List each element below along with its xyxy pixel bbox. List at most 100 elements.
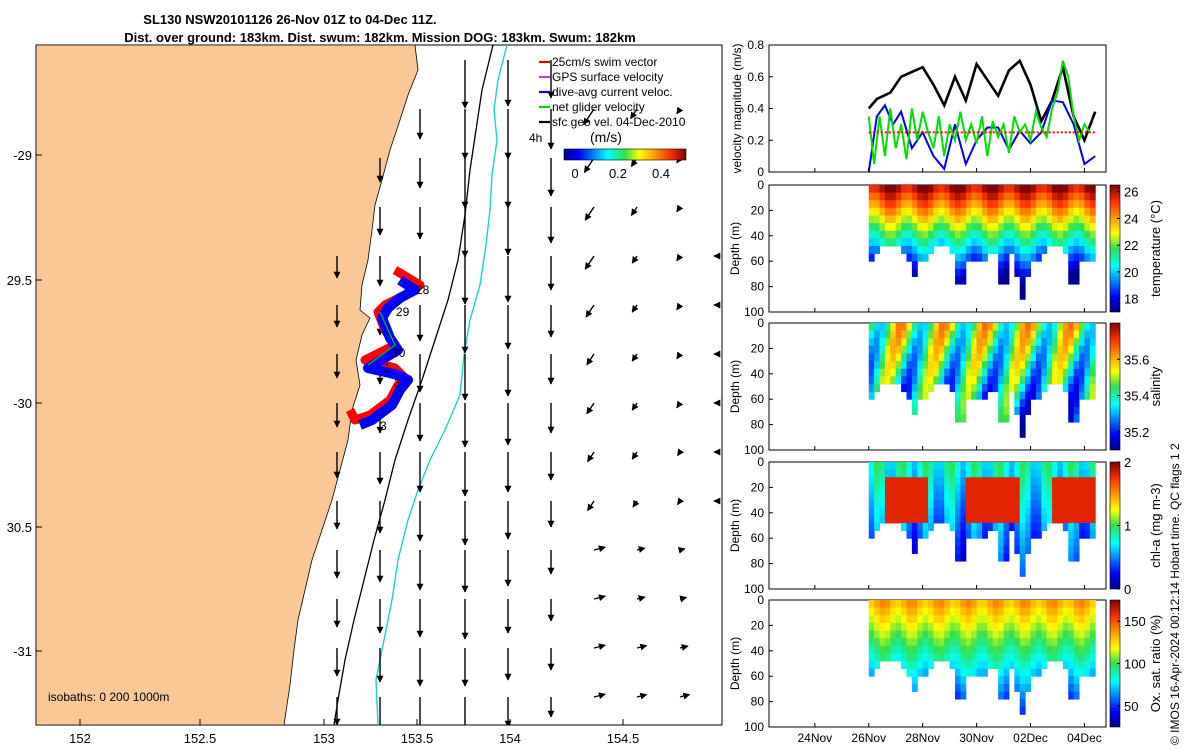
current-vector xyxy=(631,402,639,411)
map-y-tick-label: 29.5 xyxy=(7,273,32,288)
colorbar-tick-label: 0 xyxy=(1124,582,1131,597)
legend-label: dive-avg current veloc. xyxy=(552,85,673,99)
current-vector xyxy=(584,255,595,270)
depth-tick-label: 0 xyxy=(757,316,764,330)
current-vector xyxy=(630,108,638,120)
credit-label: © IMOS 16-Apr-2024 00:12:14 Hobart time. xyxy=(1168,513,1182,745)
colorbar-tick-label: 150 xyxy=(1124,614,1146,629)
depth-tick-label: 40 xyxy=(751,506,765,520)
current-vector xyxy=(676,106,684,115)
current-vector xyxy=(632,499,640,508)
colorbar-tick-label: 20 xyxy=(1124,265,1138,280)
depth-tick-label: 100 xyxy=(744,582,764,596)
velocity-y-tick: 0.4 xyxy=(747,102,764,116)
track-day-label: 28 xyxy=(416,283,430,297)
map-x-tick-label: 152.5 xyxy=(184,731,217,746)
current-vector xyxy=(636,692,648,700)
depth-tick-label: 80 xyxy=(751,418,765,432)
current-vector xyxy=(676,400,684,409)
current-vector xyxy=(593,692,606,700)
track-day-label: 29 xyxy=(396,305,410,319)
depth-tick-label: 0 xyxy=(757,455,764,469)
title-line-2: Dist. over ground: 183km. Dist. swum: 18… xyxy=(124,30,636,45)
depth-tick-label: 20 xyxy=(751,480,765,494)
current-vector xyxy=(583,108,595,126)
depth-tick-label: 80 xyxy=(751,695,765,709)
isobath-200m xyxy=(333,45,494,725)
title-line-1: SL130 NSW20101126 26-Nov 01Z to 04-Dec 1… xyxy=(143,12,437,27)
velocity-frame xyxy=(768,44,1107,173)
colorbar-label: chl-a (mg m-3) xyxy=(1148,483,1163,568)
track-day-label: 1 xyxy=(384,361,391,375)
depth-tick-label: 20 xyxy=(751,341,765,355)
colorbar-tick-label: 35.4 xyxy=(1124,389,1149,404)
current-vector xyxy=(593,545,606,553)
current-vector xyxy=(677,448,685,457)
current-vector xyxy=(636,595,646,602)
current-vector xyxy=(587,500,595,512)
depth-tick-label: 60 xyxy=(751,669,765,683)
isobaths-label: isobaths: 0 200 1000m xyxy=(48,690,169,704)
series-sfc-speed xyxy=(867,58,1097,144)
colorbar-tick-label: 2 xyxy=(1124,455,1131,470)
current-vector xyxy=(631,353,639,362)
map-y-tick-label: 30.5 xyxy=(7,520,32,535)
current-vector xyxy=(636,643,648,651)
panel-oxygen: 0 20 40 60 80 100 Depth (m) 50 100 150 Ox. sat. ra… xyxy=(728,593,1163,734)
colorbar-tick-label: 0.2 xyxy=(609,166,627,181)
depth-tick-label: 100 xyxy=(744,443,764,457)
map-colorbar xyxy=(563,148,687,161)
colorbar-label: temperature (°C) xyxy=(1148,200,1163,297)
depth-tick-label: 40 xyxy=(751,367,765,381)
depth-ylabel: Depth (m) xyxy=(728,499,742,552)
current-vector xyxy=(676,351,684,360)
heatmap-cells xyxy=(868,323,1096,438)
colorbar-tick-label: 35.2 xyxy=(1124,425,1149,440)
current-vector xyxy=(631,255,639,264)
legend-label: GPS surface velocity xyxy=(552,70,663,84)
velocity-ylabel: velocity magnitude (m/s) xyxy=(730,43,744,173)
time-tick-label: 04Dec xyxy=(1067,731,1102,745)
glider-track xyxy=(345,266,425,430)
current-vector xyxy=(676,253,684,262)
current-vector xyxy=(586,402,595,415)
depth-tick-label: 100 xyxy=(744,720,764,734)
current-vector xyxy=(677,546,686,554)
track-day-label: 3 xyxy=(394,376,401,390)
current-vector xyxy=(679,644,689,651)
map-y-tick-label: -30 xyxy=(13,396,32,411)
credit-text: © IMOS 16-Apr-2024 00:12:14 Hobart time.… xyxy=(1168,325,1182,745)
current-vectors xyxy=(333,60,721,725)
colorbar-tick-label: 0.4 xyxy=(652,166,670,181)
depth-tick-label: 100 xyxy=(744,305,764,319)
colorbar-tick-label: 50 xyxy=(1124,699,1138,714)
map-y-tick-label: -29 xyxy=(13,148,32,163)
current-vector xyxy=(583,157,595,173)
depth-ylabel: Depth (m) xyxy=(728,637,742,690)
colorbar-tick-label: 35.6 xyxy=(1124,352,1149,367)
colorbar-tick-label: 100 xyxy=(1124,657,1146,672)
time-axis-ticks: 24Nov 26Nov 28Nov 30Nov 02Dec 04Dec xyxy=(797,168,1102,745)
map-x-tick-label: 153 xyxy=(313,731,335,746)
map-y-tick-label: -31 xyxy=(13,644,32,659)
map-x-ticks: 152 152.5 153 153.5 154 154.5 xyxy=(69,719,639,746)
colorbar-tick-label: 18 xyxy=(1124,292,1138,307)
current-vector xyxy=(587,451,595,463)
coastline-land xyxy=(36,45,419,725)
map-x-tick-label: 154 xyxy=(499,731,521,746)
map-x-tick-label: 153.5 xyxy=(401,731,434,746)
colorbar-tick-label: 24 xyxy=(1124,211,1138,226)
panel-temperature: 0 20 40 60 80 100 Depth (m) 18 20 22 24 26 temperatu… xyxy=(728,178,1163,319)
panel-salinity: 0 20 40 60 80 100 Depth (m) 35.2 35.4 35.6salinit… xyxy=(728,316,1163,457)
depth-tick-label: 60 xyxy=(751,254,765,268)
velocity-y-tick: 0.6 xyxy=(747,70,764,84)
depth-tick-label: 80 xyxy=(751,557,765,571)
time-tick-label: 02Dec xyxy=(1013,731,1048,745)
isobath-1000m xyxy=(375,45,508,725)
colorbar xyxy=(1109,322,1121,451)
current-vector xyxy=(584,206,595,221)
